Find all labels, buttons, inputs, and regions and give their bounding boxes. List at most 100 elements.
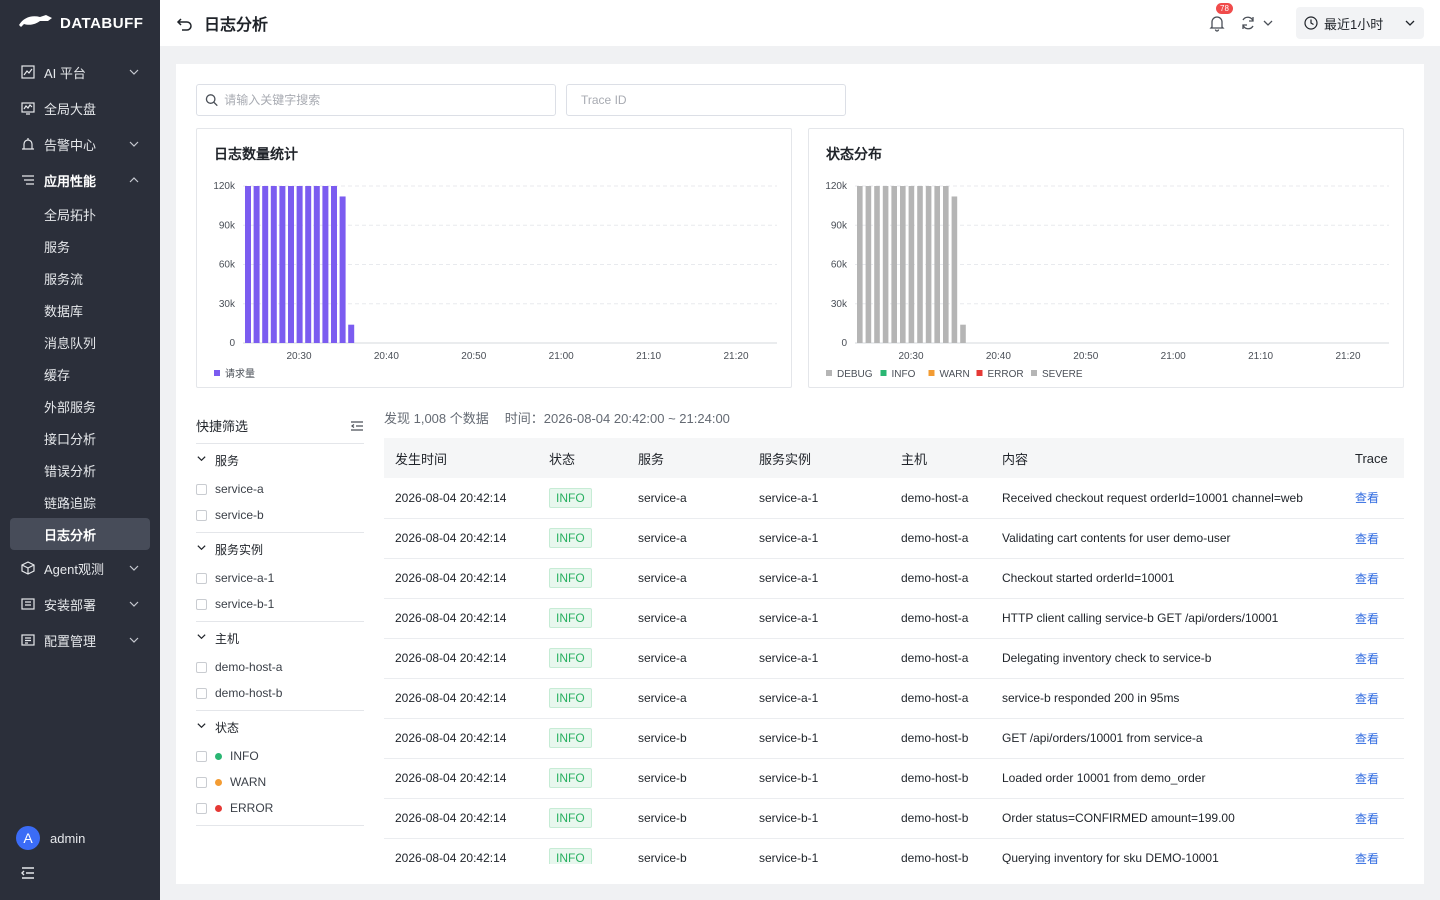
sidebar-sub-item[interactable]: 错误分析 <box>44 463 97 479</box>
checkbox[interactable] <box>196 750 207 762</box>
view-trace-link[interactable]: 查看 <box>1355 651 1380 666</box>
filter-option[interactable]: demo-host-b <box>196 680 364 706</box>
bar[interactable] <box>288 186 294 343</box>
legend-label[interactable]: WARN <box>940 369 970 380</box>
bar[interactable] <box>951 196 958 343</box>
sidebar-item-chart[interactable]: AI 平台 <box>0 54 160 90</box>
bar[interactable] <box>874 186 880 343</box>
bar[interactable] <box>331 186 337 343</box>
bar[interactable] <box>296 186 303 343</box>
refresh-control[interactable] <box>1240 15 1274 31</box>
bar[interactable] <box>960 324 966 343</box>
notification-bell-icon[interactable]: 78 <box>1208 3 1233 32</box>
log-table-container[interactable]: 发生时间 状态 服务 服务实例 主机 内容 Trace 2026-08-04 20:42:1… <box>384 438 1404 864</box>
legend-label[interactable]: SEVERE <box>1042 369 1083 380</box>
filter-option[interactable]: demo-host-a <box>196 654 364 680</box>
back-icon[interactable] <box>176 14 194 32</box>
view-trace-link[interactable]: 查看 <box>1355 571 1380 586</box>
filter-option[interactable]: WARN <box>196 769 364 795</box>
keyword-search[interactable] <box>196 84 556 116</box>
bar[interactable] <box>279 186 286 343</box>
bar[interactable] <box>305 186 312 343</box>
trace-id-input[interactable] <box>581 93 845 107</box>
view-trace-link[interactable]: 查看 <box>1355 811 1380 826</box>
checkbox[interactable] <box>196 598 207 610</box>
sidebar-sub-item[interactable]: 全局拓扑 <box>44 207 97 223</box>
bar[interactable] <box>943 186 949 343</box>
sidebar-item-list[interactable]: 应用性能 <box>0 162 160 198</box>
bar[interactable] <box>245 186 251 343</box>
sidebar-sub-item[interactable]: 消息队列 <box>44 335 97 351</box>
sidebar-item-alarm[interactable]: 告警中心 <box>0 126 160 162</box>
table-row[interactable]: 2026-08-04 20:42:14 INFO service-a service-… <box>384 598 1404 639</box>
filter-group-header[interactable]: 服务 <box>196 444 364 476</box>
legend-label[interactable]: DEBUG <box>837 369 873 380</box>
filter-menu-icon[interactable] <box>350 419 364 433</box>
bar[interactable] <box>917 186 923 343</box>
table-row[interactable]: 2026-08-04 20:42:14 INFO service-a service-… <box>384 558 1404 599</box>
bar[interactable] <box>882 186 889 343</box>
checkbox[interactable] <box>196 802 207 814</box>
sidebar-sub-item[interactable]: 接口分析 <box>44 431 97 447</box>
filter-option[interactable]: ERROR <box>196 795 364 821</box>
checkbox[interactable] <box>196 776 207 788</box>
bar[interactable] <box>908 186 915 343</box>
column-header[interactable]: 服务 <box>627 438 748 478</box>
sidebar-sub-item[interactable]: 服务 <box>44 239 71 255</box>
column-header[interactable]: 服务实例 <box>748 438 890 478</box>
bar[interactable] <box>900 186 906 343</box>
bar[interactable] <box>857 186 863 343</box>
sidebar-item-dashboard[interactable]: 全局大盘 <box>0 90 160 126</box>
filter-option[interactable]: service-a-1 <box>196 565 364 591</box>
table-row[interactable]: 2026-08-04 20:42:14 INFO service-a service-… <box>384 638 1404 679</box>
column-header[interactable]: 内容 <box>991 438 1332 478</box>
filter-group-header[interactable]: 主机 <box>196 622 364 654</box>
table-row[interactable]: 2026-08-04 20:42:14 INFO service-a service-… <box>384 678 1404 719</box>
bar[interactable] <box>313 186 320 343</box>
sidebar-sub-item[interactable]: 服务流 <box>44 271 84 287</box>
view-trace-link[interactable]: 查看 <box>1355 491 1380 506</box>
sidebar-sub-item[interactable]: 链路追踪 <box>44 495 97 511</box>
sidebar-item-config[interactable]: 配置管理 <box>0 622 160 658</box>
filter-option[interactable]: service-b <box>196 502 364 528</box>
brand-logo[interactable]: DATABUFF <box>0 0 160 46</box>
bar[interactable] <box>934 186 940 343</box>
table-row[interactable]: 2026-08-04 20:42:14 INFO service-a service-… <box>384 478 1404 519</box>
column-header[interactable]: Trace <box>1332 438 1404 478</box>
sidebar-sub-item[interactable]: 外部服务 <box>44 399 97 415</box>
sidebar-item-install[interactable]: 安装部署 <box>0 586 160 622</box>
legend-label[interactable]: INFO <box>892 369 916 380</box>
table-row[interactable]: 2026-08-04 20:42:14 INFO service-b service-… <box>384 798 1404 839</box>
time-range-select[interactable]: 最近1小时 <box>1296 7 1424 39</box>
checkbox[interactable] <box>196 572 207 584</box>
sidebar-sub-item[interactable]: 数据库 <box>44 303 84 319</box>
bar[interactable] <box>322 186 329 343</box>
view-trace-link[interactable]: 查看 <box>1355 851 1380 865</box>
view-trace-link[interactable]: 查看 <box>1355 731 1380 746</box>
checkbox[interactable] <box>196 661 207 673</box>
bar[interactable] <box>253 186 260 343</box>
filter-group-header[interactable]: 状态 <box>196 711 364 743</box>
table-row[interactable]: 2026-08-04 20:42:14 INFO service-b service-… <box>384 718 1404 759</box>
table-row[interactable]: 2026-08-04 20:42:14 INFO service-a service-… <box>384 518 1404 559</box>
checkbox[interactable] <box>196 687 207 699</box>
view-trace-link[interactable]: 查看 <box>1355 691 1380 706</box>
sidebar-sub-item[interactable]: 日志分析 <box>10 518 150 550</box>
checkbox[interactable] <box>196 483 207 495</box>
sidebar-item-cube[interactable]: Agent观测 <box>0 550 160 586</box>
bar[interactable] <box>262 186 269 343</box>
checkbox[interactable] <box>196 509 207 521</box>
bar[interactable] <box>270 186 277 343</box>
table-row[interactable]: 2026-08-04 20:42:14 INFO service-b service-… <box>384 758 1404 799</box>
bar[interactable] <box>865 186 872 343</box>
filter-option[interactable]: service-b-1 <box>196 591 364 617</box>
filter-group-header[interactable]: 服务实例 <box>196 533 364 565</box>
bar[interactable] <box>348 324 355 343</box>
bar[interactable] <box>891 186 897 343</box>
collapse-sidebar-icon[interactable] <box>20 865 36 884</box>
view-trace-link[interactable]: 查看 <box>1355 531 1380 546</box>
trace-id-field[interactable] <box>566 84 846 116</box>
filter-option[interactable]: INFO <box>196 743 364 769</box>
filter-option[interactable]: service-a <box>196 476 364 502</box>
table-row[interactable]: 2026-08-04 20:42:14 INFO service-b service-… <box>384 838 1404 864</box>
